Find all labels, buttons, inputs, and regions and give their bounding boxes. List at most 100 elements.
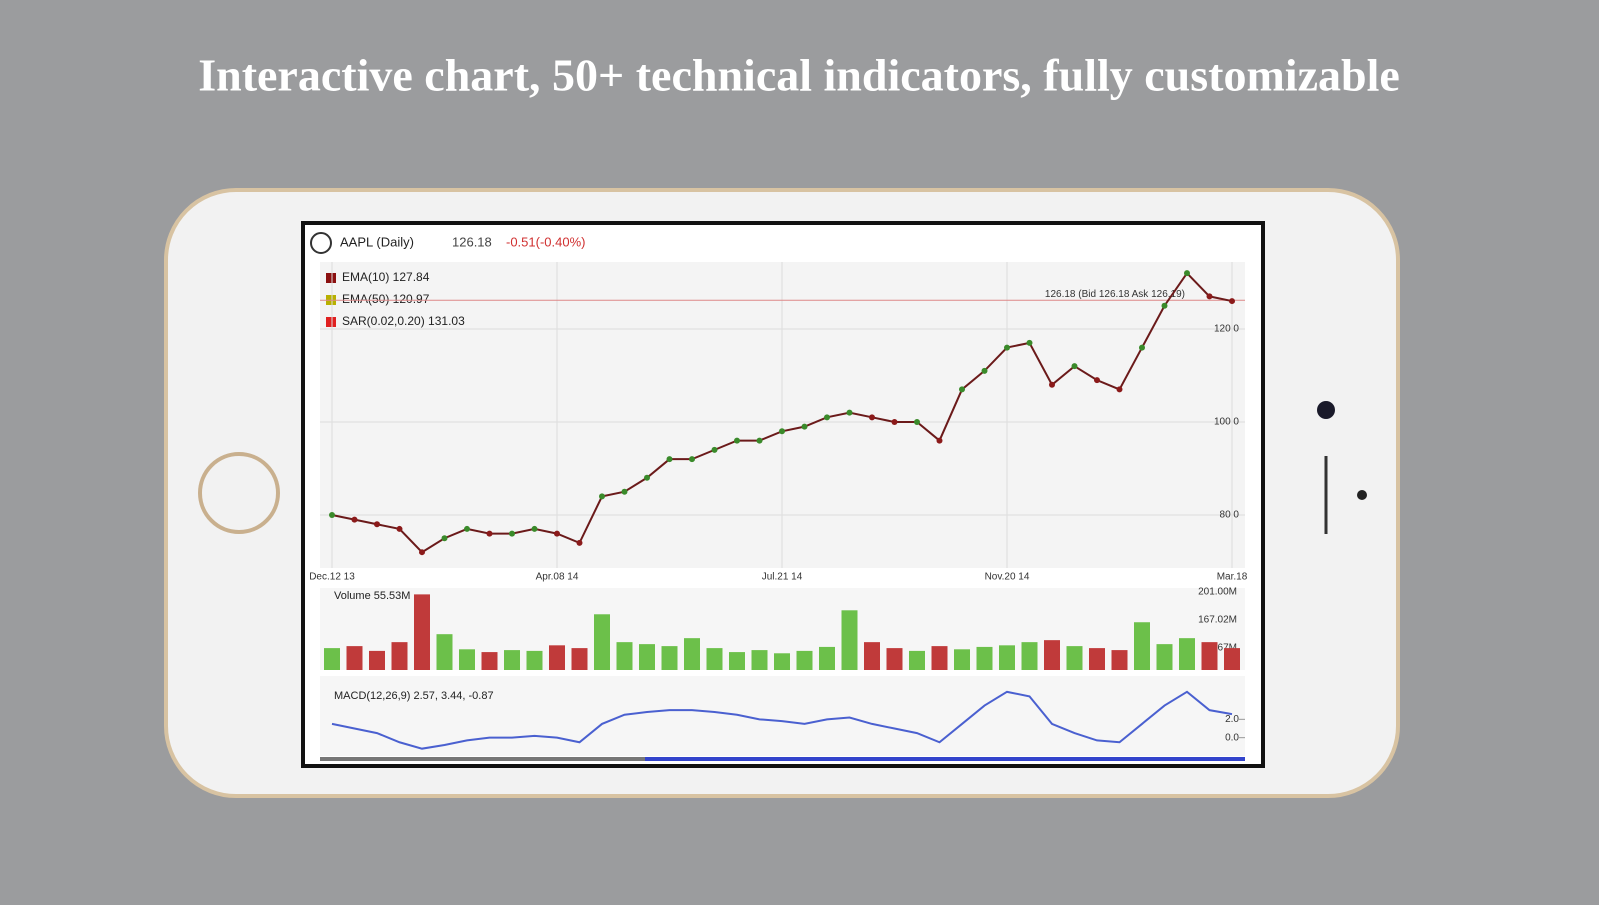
price-point	[464, 525, 470, 532]
price-point	[1004, 344, 1010, 351]
pane-title: Volume 55.53M	[334, 590, 410, 602]
price-point	[329, 511, 335, 518]
axis-label: 201.00M	[1198, 587, 1237, 598]
volume-bar	[346, 646, 363, 670]
price-point	[644, 474, 650, 481]
volume-bar	[571, 648, 588, 670]
axis-label: 83.67M	[1204, 643, 1237, 654]
volume-bar	[594, 614, 610, 670]
volume-bar	[1224, 648, 1240, 670]
legend-swatch	[326, 317, 336, 327]
volume-bar	[369, 650, 385, 670]
price-point	[621, 488, 628, 495]
volume-bar	[414, 594, 430, 670]
scroll-thumb[interactable]	[645, 757, 1245, 761]
close-button[interactable]	[310, 232, 332, 254]
volume-bar	[639, 644, 655, 670]
volume-bar	[864, 642, 880, 670]
x-tick-label: Mar.18	[1217, 572, 1248, 583]
volume-bar	[796, 650, 813, 670]
price-point	[1071, 363, 1078, 370]
price-point	[1116, 386, 1123, 393]
volume-bar	[1156, 644, 1173, 670]
price-point	[576, 539, 583, 546]
macd-pane	[320, 676, 1245, 756]
price-point	[981, 367, 988, 374]
price-point	[441, 535, 448, 542]
price-line-label: 126.18 (Bid 126.18 Ask 126.19)	[1045, 289, 1185, 300]
volume-bar	[751, 650, 768, 670]
sensor	[1357, 490, 1367, 500]
symbol: AAPL (Daily)	[340, 234, 414, 249]
data-line	[331, 690, 1233, 750]
volume-bar	[931, 646, 948, 670]
volume-bar	[909, 650, 925, 670]
volume-bar	[436, 634, 453, 670]
legend-swatch	[326, 273, 336, 283]
price-point	[779, 428, 785, 435]
volume-bar	[1111, 650, 1128, 670]
last-price: 126.18	[452, 234, 492, 249]
volume-bar	[886, 648, 903, 670]
volume-bar	[504, 650, 520, 670]
legend-label: EMA(50) 120.97	[342, 292, 430, 306]
y-tick-label: 120.0	[1214, 324, 1239, 335]
price-point	[1161, 302, 1168, 309]
price-point	[419, 549, 425, 556]
volume-bar	[841, 610, 858, 670]
x-tick-label: Nov.20 14	[985, 572, 1030, 583]
price-point	[531, 525, 538, 532]
price-point	[734, 437, 740, 444]
volume-bar	[999, 645, 1015, 670]
price-point	[936, 437, 943, 444]
pane-title: MACD(12,26,9) 2.57, 3.44, -0.87	[334, 690, 494, 702]
y-tick-label: 0.0	[1225, 732, 1239, 743]
price-point	[1026, 339, 1033, 346]
price-change: -0.51(-0.40%)	[506, 234, 585, 249]
x-tick-label: Apr.08 14	[536, 572, 579, 583]
volume-bar	[954, 649, 970, 670]
volume-bar	[1021, 642, 1038, 670]
volume-bar	[616, 642, 633, 670]
legend-label: EMA(10) 127.84	[342, 270, 430, 284]
volume-bar	[729, 652, 745, 670]
price-point	[711, 446, 718, 453]
volume-bar	[819, 646, 835, 670]
price-point	[914, 418, 920, 425]
price-point	[351, 516, 358, 523]
price-point	[554, 530, 560, 537]
y-tick-label: 80.0	[1220, 510, 1240, 521]
volume-bar	[684, 638, 700, 670]
price-point	[869, 414, 875, 421]
price-point	[756, 437, 763, 444]
price-point	[891, 418, 898, 425]
price-point	[396, 525, 403, 532]
x-tick-label: Jul.21 14	[762, 572, 803, 583]
price-point	[689, 456, 695, 463]
volume-bar	[549, 645, 565, 670]
price-point	[1139, 344, 1145, 351]
price-point	[374, 521, 380, 528]
volume-bar	[526, 650, 543, 670]
price-point	[824, 414, 830, 421]
home-button	[198, 452, 280, 534]
camera	[1317, 401, 1335, 419]
scroll-track	[320, 757, 645, 761]
volume-bar	[1179, 638, 1195, 670]
volume-bar	[481, 652, 498, 670]
price-point	[959, 386, 965, 393]
axis-label: 167.02M	[1198, 615, 1237, 626]
volume-bar	[1089, 648, 1105, 670]
headline: Interactive chart, 50+ technical indicat…	[198, 50, 1400, 101]
y-tick-label: 100.0	[1214, 417, 1239, 428]
volume-bar	[391, 642, 408, 670]
price-point	[1229, 298, 1235, 305]
volume-bar	[976, 646, 993, 670]
volume-bar	[1201, 642, 1218, 670]
price-point	[1206, 293, 1213, 300]
price-point	[846, 409, 853, 416]
price-point	[1184, 270, 1190, 277]
price-point	[1049, 381, 1055, 388]
